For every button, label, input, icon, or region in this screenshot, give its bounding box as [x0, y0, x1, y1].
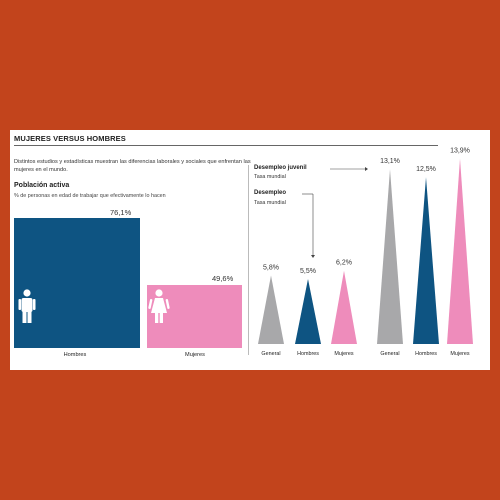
- category-label-mujeres: Mujeres: [450, 351, 469, 357]
- category-label-hombres: Hombres: [415, 351, 437, 357]
- triangle-desempleo-juvenil-hombres: [413, 177, 439, 344]
- active-population-title: Población activa: [14, 182, 70, 189]
- title-rule: [14, 145, 438, 146]
- unemployment-title: Desempleo: [254, 190, 287, 196]
- value-label-mujeres-active: 49,6%: [212, 274, 234, 283]
- category-label-general: General: [380, 351, 399, 357]
- value-label-hombres: 12,5%: [416, 166, 436, 173]
- value-label-mujeres: 13,9%: [450, 148, 470, 155]
- value-label-hombres-active: 76,1%: [110, 208, 132, 217]
- unemployment-charts: 5,8% General 5,5% Hombres 6,2% Mujeres 13,1% Ge…: [258, 148, 473, 357]
- value-label-general: 13,1%: [380, 158, 400, 165]
- category-label-mujeres: Mujeres: [334, 351, 353, 357]
- man-icon: [18, 289, 36, 323]
- youth-connector-arrow: [365, 167, 368, 171]
- person-icons: [18, 289, 170, 323]
- category-label-hombres: Hombres: [297, 351, 319, 357]
- triangle-desempleo-mujeres: [331, 270, 357, 344]
- category-label-mujeres-active: Mujeres: [185, 352, 205, 358]
- unemployment-connector-arrow: [311, 255, 315, 258]
- section-divider: [248, 165, 249, 355]
- unemployment-subtitle: Tasa mundial: [254, 200, 286, 206]
- active-population-subtitle: % de personas en edad de trabajar que ef…: [14, 193, 166, 199]
- triangle-desempleo-juvenil-mujeres: [447, 158, 473, 344]
- category-label-general: General: [261, 351, 280, 357]
- value-label-general: 5,8%: [263, 264, 279, 271]
- triangle-desempleo-juvenil-general: [377, 169, 403, 344]
- infographic-panel: MUJERES VERSUS HOMBRES Distintos estudio…: [10, 130, 490, 370]
- value-label-mujeres: 6,2%: [336, 260, 352, 267]
- triangle-desempleo-general: [258, 275, 284, 344]
- bar-hombres-active: [14, 218, 140, 348]
- triangle-desempleo-hombres: [295, 279, 321, 344]
- infographic-title: MUJERES VERSUS HOMBRES: [14, 134, 126, 143]
- category-label-hombres-active: Hombres: [63, 352, 87, 358]
- woman-icon: [148, 289, 170, 323]
- value-label-hombres: 5,5%: [300, 268, 316, 275]
- youth-unemployment-title: Desempleo juvenil: [254, 165, 307, 171]
- intro-text: Distintos estudios y estadísticas muestr…: [14, 159, 251, 173]
- youth-unemployment-subtitle: Tasa mundial: [254, 174, 286, 180]
